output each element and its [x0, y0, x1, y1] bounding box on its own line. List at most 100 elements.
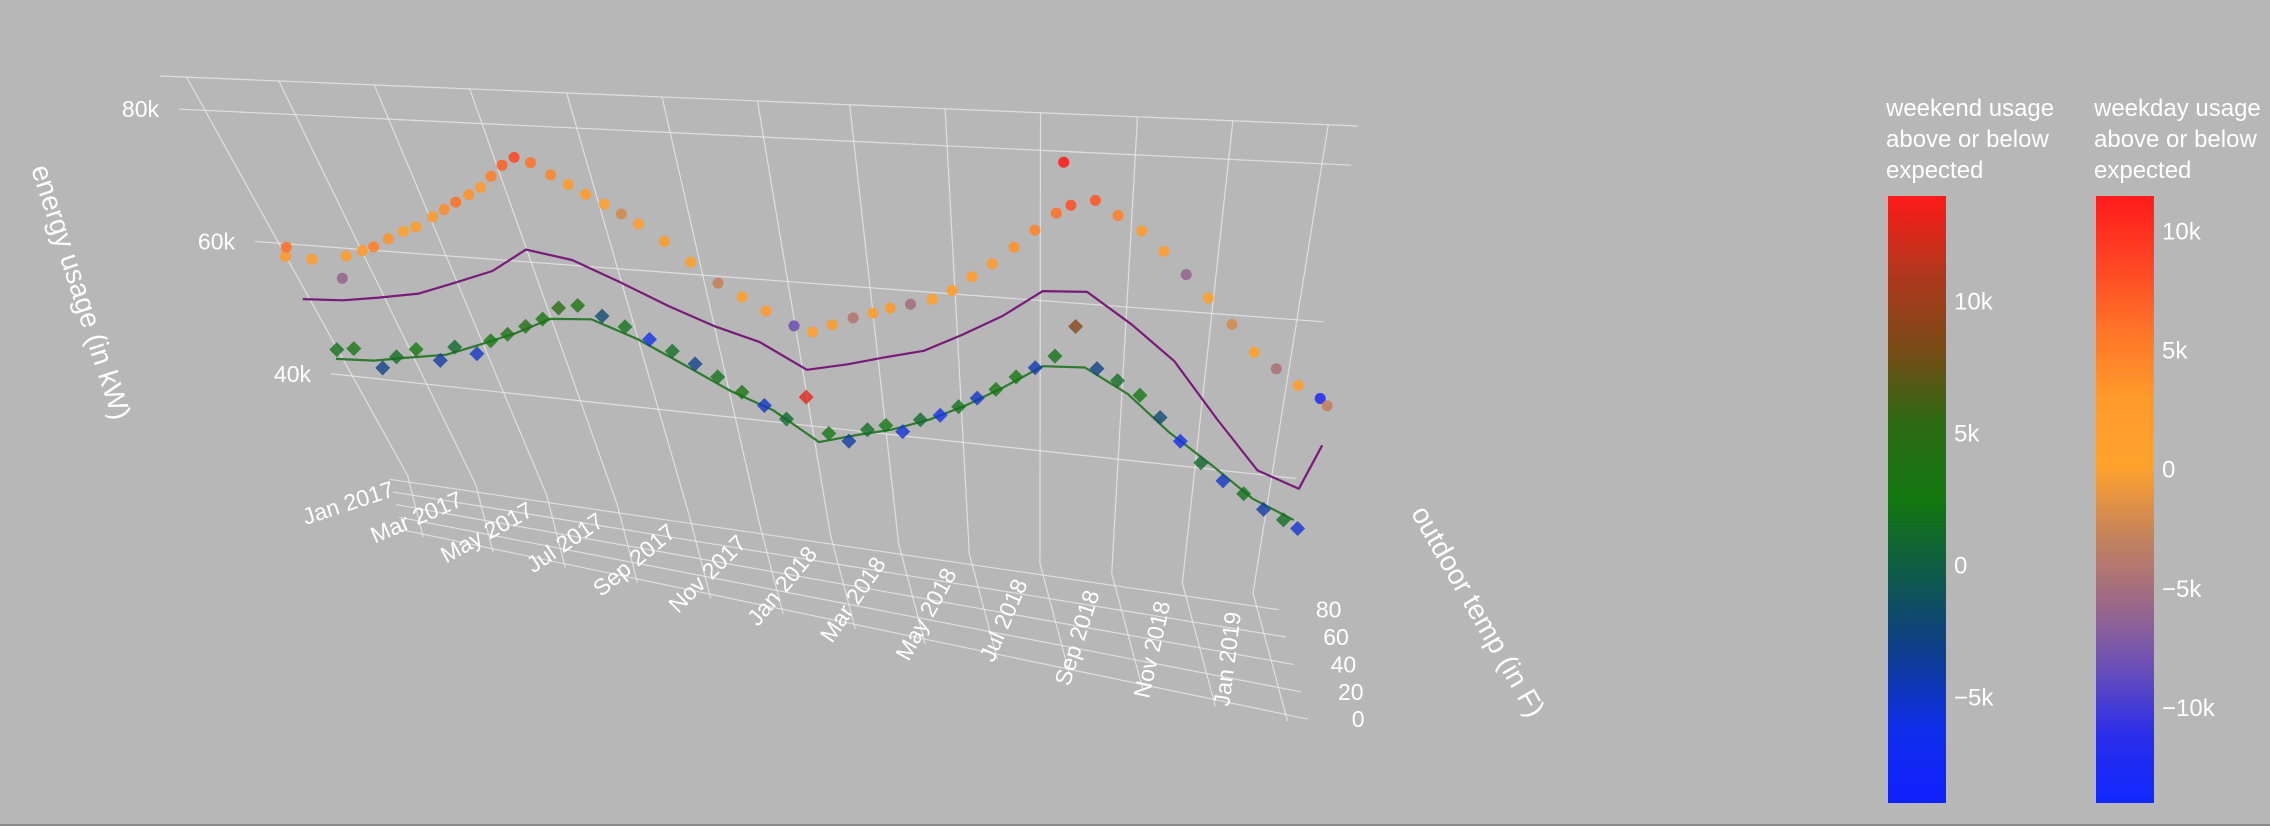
grid-floor-x-6 — [829, 534, 856, 630]
weekend-point-24 — [821, 425, 837, 441]
weekday-point-4 — [340, 250, 352, 262]
weekday-point-15 — [485, 170, 497, 182]
weekend-point-23 — [798, 389, 814, 405]
x-tick-label-11: Nov 2018 — [1128, 599, 1175, 701]
weekday-point-54 — [1270, 363, 1282, 375]
colorbar-1-tick-4: −10k — [2162, 695, 2216, 722]
weekday-point-22 — [598, 198, 610, 210]
weekday-point-42 — [1029, 224, 1041, 236]
weekend-point-45 — [1236, 486, 1252, 502]
weekend-point-10 — [518, 318, 534, 334]
weekday-point-16 — [496, 159, 508, 171]
colorbar-weekday: weekday usage above or below expected — [2093, 95, 2261, 803]
weekday-point-17 — [508, 151, 520, 163]
grid-back-x-0 — [186, 76, 409, 477]
weekday-point-25 — [658, 236, 670, 247]
weekday-point-30 — [788, 320, 800, 332]
colorbar-0-tick-3: −5k — [1954, 684, 1994, 711]
grid-back-z-1 — [254, 240, 1324, 323]
z-tick-label-1: 60k — [198, 228, 236, 254]
grid-back-x-10 — [1111, 116, 1139, 574]
grid-floor-y-1 — [398, 516, 1301, 693]
weekday-point-23 — [615, 208, 627, 220]
colorbar-1-tick-0: 10k — [2162, 219, 2202, 246]
series-weekend-expected-line — [335, 317, 1295, 521]
grid-floor-y-3 — [392, 491, 1287, 638]
weekday-point-45 — [1065, 199, 1077, 211]
weekend-point-0 — [329, 342, 345, 358]
weekend-point-44 — [1215, 473, 1231, 489]
weekday-point-36 — [905, 298, 916, 310]
grid-back-x-11 — [1181, 120, 1234, 584]
weekday-point-39 — [966, 271, 978, 283]
series-weekday-markers — [280, 151, 1333, 412]
weekday-point-3 — [336, 272, 348, 284]
y-axis-title: outdoor temp (in F) — [1405, 500, 1551, 722]
weekday-point-55 — [1292, 380, 1304, 391]
z-tick-label-0: 40k — [274, 361, 312, 387]
colorbar-1-tick-2: 0 — [2162, 457, 2175, 484]
weekday-point-12 — [450, 196, 462, 208]
colorbar-1-tick-3: −5k — [2162, 576, 2202, 603]
weekday-point-2 — [306, 253, 318, 265]
weekday-point-31 — [807, 326, 819, 338]
weekday-point-10 — [427, 211, 439, 223]
grid-back-x-12 — [1252, 124, 1329, 594]
weekday-point-38 — [946, 285, 958, 296]
weekday-point-34 — [867, 307, 879, 319]
weekend-point-27 — [878, 417, 894, 433]
weekday-point-1 — [280, 241, 292, 253]
weekday-point-8 — [398, 225, 409, 237]
colorbar-gradient-1 — [2096, 196, 2154, 803]
grid-back-x-6 — [756, 100, 831, 535]
weekend-point-30 — [932, 407, 948, 423]
weekday-point-48 — [1136, 225, 1148, 237]
weekend-point-2 — [375, 360, 391, 376]
colorbar-gradient-0 — [1888, 196, 1946, 803]
y-tick-label-2: 40 — [1331, 651, 1357, 677]
y-tick-label-0: 0 — [1352, 706, 1365, 732]
weekend-point-34 — [1008, 369, 1024, 385]
weekday-point-19 — [545, 169, 557, 181]
weekend-point-25 — [841, 433, 857, 449]
y-tick-label-4: 80 — [1316, 597, 1342, 623]
weekday-point-14 — [475, 181, 486, 193]
weekday-point-37 — [926, 293, 938, 305]
weekend-point-35 — [1027, 360, 1043, 376]
weekend-point-31 — [951, 399, 967, 415]
weekend-point-19 — [710, 369, 726, 385]
weekend-point-21 — [756, 398, 772, 413]
weekend-point-3 — [389, 349, 404, 365]
bottom-border — [0, 824, 2270, 826]
weekday-point-5 — [356, 245, 368, 257]
grid-layer — [159, 75, 1359, 722]
series-weekend-markers — [329, 298, 1306, 536]
weekday-point-7 — [382, 233, 394, 245]
weekday-expected-line — [302, 248, 1324, 490]
weekday-point-51 — [1202, 292, 1214, 304]
weekday-point-6 — [368, 241, 380, 253]
colorbar-title-0: weekend usage above or below expected — [1885, 95, 2054, 184]
weekday-point-21 — [580, 188, 592, 200]
grid-back-x-9 — [1039, 112, 1042, 564]
grid-floor-x-1 — [475, 485, 494, 553]
weekend-point-5 — [432, 352, 448, 368]
grid-back-top — [159, 75, 1359, 127]
weekday-point-18 — [525, 157, 537, 169]
weekday-point-0 — [280, 251, 291, 262]
x-tick-label-10: Sep 2018 — [1049, 587, 1104, 689]
y-tick-label-1: 20 — [1338, 679, 1364, 705]
series-weekday-expected-line — [302, 248, 1324, 490]
grid-floor-y-4 — [389, 478, 1279, 611]
y-tick-label-3: 60 — [1323, 624, 1349, 650]
weekday-point-46 — [1089, 194, 1101, 206]
grid-floor-x-11 — [1181, 582, 1216, 706]
grid-floor-x-4 — [688, 514, 712, 599]
weekend-point-33 — [988, 381, 1004, 397]
grid-back-x-5 — [661, 96, 761, 525]
weekend-point-26 — [859, 422, 875, 438]
grid-floor-x-0 — [407, 475, 424, 538]
weekend-point-41 — [1152, 410, 1168, 425]
weekend-point-16 — [642, 331, 657, 347]
weekday-point-24 — [633, 218, 644, 230]
